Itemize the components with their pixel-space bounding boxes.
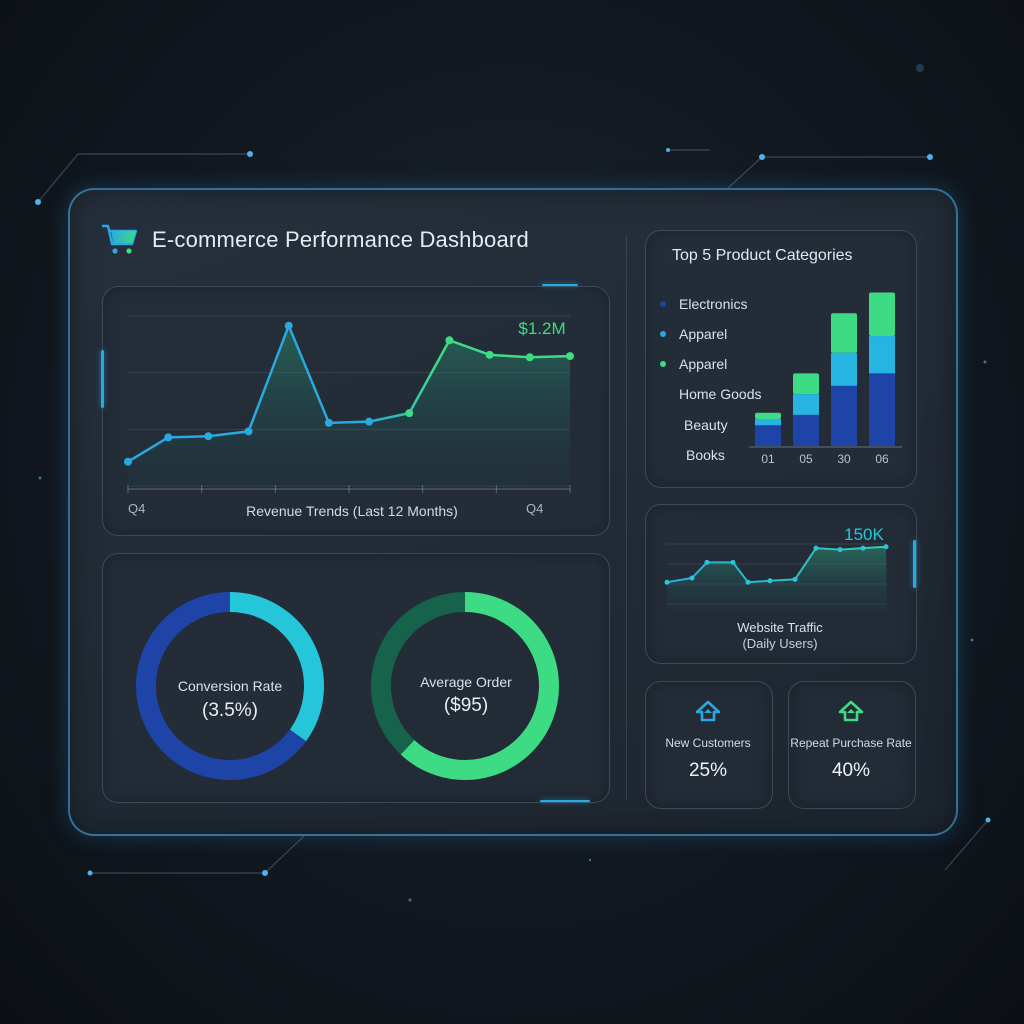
revenue-point	[284, 321, 293, 330]
legend-label: Beauty	[684, 417, 728, 433]
revenue-point	[566, 352, 574, 361]
revenue-area	[128, 325, 570, 486]
average-order-donut-slice	[371, 592, 466, 755]
revenue-point	[405, 409, 414, 418]
category-bar-segment	[869, 336, 895, 374]
category-bar-segment	[869, 292, 895, 337]
traffic-chart: 150K	[664, 525, 889, 612]
legend-label: Apparel	[679, 326, 728, 342]
traffic-point	[664, 579, 670, 585]
category-bar-segment	[831, 385, 857, 446]
column-divider	[626, 236, 627, 800]
new-customers-value: 25%	[688, 760, 728, 781]
legend-dot	[660, 301, 666, 307]
traffic-point	[860, 545, 866, 551]
revenue-panel-accent-top	[542, 284, 578, 286]
revenue-point	[244, 427, 253, 436]
traffic-panel-accent	[913, 540, 916, 588]
revenue-point	[204, 432, 213, 441]
legend-label: Home Goods	[679, 386, 762, 402]
legend-label: Electronics	[679, 296, 748, 312]
legend-dot	[660, 331, 666, 337]
repeat-purchase-value: 40%	[831, 760, 871, 781]
new-customers-label: New Customers	[665, 736, 751, 750]
traffic-caption: Website Traffic	[737, 620, 823, 635]
legend-dot	[660, 361, 666, 367]
repeat-purchase-label: Repeat Purchase Rate	[790, 736, 912, 750]
category-x-tick-label: 05	[799, 452, 813, 466]
revenue-line	[127, 324, 571, 463]
revenue-panel-accent	[101, 350, 104, 408]
category-bar-segment	[793, 394, 819, 415]
traffic-point	[837, 547, 843, 553]
revenue-point	[324, 418, 333, 427]
conversion-rate-value: (3.5%)	[202, 700, 258, 721]
revenue-point	[365, 417, 374, 426]
up-arrow-icon	[695, 700, 721, 722]
category-bar-segment	[869, 373, 895, 446]
traffic-caption-sub: (Daily Users)	[742, 636, 818, 651]
category-x-tick-label: 30	[837, 452, 851, 466]
conversion-donut-slice	[136, 592, 307, 780]
dashboard-header: E-commerce Performance Dashboard	[100, 222, 529, 258]
revenue-point	[485, 350, 494, 359]
traffic-point	[792, 576, 798, 582]
average-order-label: Average Order	[420, 674, 512, 690]
revenue-point	[164, 433, 173, 442]
revenue-value-label: $1.2M	[518, 319, 565, 338]
traffic-point	[689, 575, 695, 581]
page-title: E-commerce Performance Dashboard	[152, 227, 529, 252]
revenue-point	[445, 336, 454, 345]
conversion-rate-label: Conversion Rate	[177, 678, 283, 694]
donut-panel-accent	[540, 800, 590, 802]
up-arrow-icon	[838, 700, 864, 722]
traffic-point	[745, 579, 751, 585]
categories-bar-chart: 01 05 30 06	[749, 292, 902, 466]
category-bar-segment	[831, 352, 857, 386]
revenue-x-label-start: Q4	[128, 501, 145, 516]
traffic-point	[704, 559, 710, 565]
category-bar-segment	[793, 373, 819, 395]
category-bar-segment	[831, 313, 857, 353]
revenue-point	[525, 353, 534, 362]
category-bar-segment	[793, 414, 819, 446]
traffic-point	[813, 545, 819, 551]
traffic-point	[767, 578, 773, 584]
traffic-value-label: 150K	[844, 525, 884, 544]
traffic-area	[667, 546, 887, 612]
average-order-value: ($95)	[443, 695, 489, 716]
category-x-tick-label: 01	[761, 452, 775, 466]
revenue-chart: $1.2M Q4 Q4 Revenue Trends (Last 12 Months)	[124, 315, 574, 519]
donut-charts	[136, 592, 559, 780]
average-order-donut-slice	[400, 592, 559, 780]
traffic-point	[883, 544, 889, 550]
conversion-donut-slice	[229, 592, 324, 742]
category-bar-segment	[755, 419, 781, 426]
traffic-point	[730, 559, 736, 565]
legend-label: Apparel	[679, 356, 728, 372]
legend-label: Books	[686, 447, 725, 463]
category-bar-segment	[755, 425, 781, 446]
revenue-point	[124, 457, 132, 466]
revenue-x-label-end: Q4	[526, 501, 543, 516]
shopping-cart-icon	[102, 224, 138, 254]
category-bar-segment	[755, 412, 781, 420]
category-x-tick-label: 06	[875, 452, 889, 466]
categories-title: Top 5 Product Categories	[672, 247, 853, 264]
revenue-caption: Revenue Trends (Last 12 Months)	[246, 503, 458, 519]
